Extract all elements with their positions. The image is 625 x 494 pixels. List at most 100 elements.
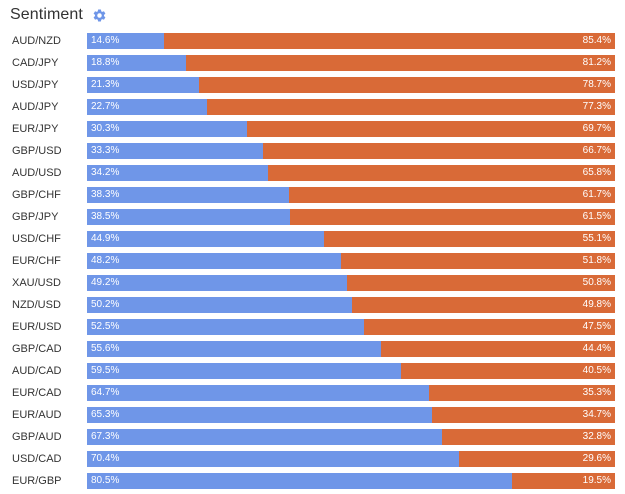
long-segment: 59.5% (87, 363, 402, 379)
pair-label: AUD/USD (12, 167, 62, 179)
sentiment-row[interactable]: AUD/JPY 22.7% 77.3% (0, 96, 625, 118)
short-segment: 35.3% (428, 385, 615, 401)
long-percent-label: 65.3% (91, 409, 120, 420)
sentiment-bar: 65.3% 34.7% (87, 407, 615, 423)
pair-label: XAU/USD (12, 277, 61, 289)
long-percent-label: 18.8% (91, 57, 120, 68)
long-segment: 80.5% (87, 473, 513, 489)
sentiment-row[interactable]: GBP/AUD 67.3% 32.8% (0, 426, 625, 448)
sentiment-bar: 34.2% 65.8% (87, 165, 615, 181)
pair-label: AUD/JPY (12, 101, 59, 113)
sentiment-row[interactable]: GBP/CHF 38.3% 61.7% (0, 184, 625, 206)
short-percent-label: 77.3% (582, 101, 611, 112)
pair-label: EUR/JPY (12, 123, 59, 135)
sentiment-row[interactable]: EUR/CHF 48.2% 51.8% (0, 250, 625, 272)
long-percent-label: 22.7% (91, 101, 120, 112)
long-percent-label: 49.2% (91, 277, 120, 288)
long-percent-label: 30.3% (91, 123, 120, 134)
sentiment-row[interactable]: GBP/JPY 38.5% 61.5% (0, 206, 625, 228)
gear-icon[interactable] (92, 7, 108, 23)
long-segment: 34.2% (87, 165, 268, 181)
pair-label: EUR/AUD (12, 409, 62, 421)
sentiment-header: Sentiment (10, 3, 108, 27)
long-percent-label: 21.3% (91, 79, 120, 90)
long-segment: 38.5% (87, 209, 291, 225)
long-segment: 48.2% (87, 253, 342, 269)
short-segment: 47.5% (364, 319, 615, 335)
sentiment-row[interactable]: NZD/USD 50.2% 49.8% (0, 294, 625, 316)
long-segment: 55.6% (87, 341, 381, 357)
pair-label: GBP/JPY (12, 211, 59, 223)
sentiment-row[interactable]: AUD/CAD 59.5% 40.5% (0, 360, 625, 382)
long-segment: 67.3% (87, 429, 442, 445)
short-percent-label: 50.8% (582, 277, 611, 288)
short-percent-label: 35.3% (582, 387, 611, 398)
short-percent-label: 19.5% (582, 475, 611, 486)
long-percent-label: 64.7% (91, 387, 120, 398)
short-segment: 69.7% (246, 121, 615, 137)
sentiment-row[interactable]: AUD/USD 34.2% 65.8% (0, 162, 625, 184)
long-percent-label: 48.2% (91, 255, 120, 266)
sentiment-row[interactable]: GBP/CAD 55.6% 44.4% (0, 338, 625, 360)
short-percent-label: 51.8% (582, 255, 611, 266)
sentiment-row[interactable]: USD/CHF 44.9% 55.1% (0, 228, 625, 250)
short-segment: 66.7% (262, 143, 615, 159)
sentiment-row[interactable]: EUR/USD 52.5% 47.5% (0, 316, 625, 338)
long-percent-label: 38.3% (91, 189, 120, 200)
short-percent-label: 78.7% (582, 79, 611, 90)
sentiment-row[interactable]: EUR/CAD 64.7% 35.3% (0, 382, 625, 404)
long-percent-label: 34.2% (91, 167, 120, 178)
short-percent-label: 65.8% (582, 167, 611, 178)
sentiment-bar: 38.3% 61.7% (87, 187, 615, 203)
sentiment-bar: 55.6% 44.4% (87, 341, 615, 357)
pair-label: GBP/AUD (12, 431, 62, 443)
long-percent-label: 55.6% (91, 343, 120, 354)
short-segment: 49.8% (352, 297, 615, 313)
long-percent-label: 67.3% (91, 431, 120, 442)
short-percent-label: 61.7% (582, 189, 611, 200)
short-segment: 81.2% (186, 55, 615, 71)
pair-label: CAD/JPY (12, 57, 59, 69)
short-segment: 55.1% (324, 231, 615, 247)
sentiment-bar: 67.3% 32.8% (87, 429, 615, 445)
short-segment: 50.8% (346, 275, 615, 291)
sentiment-row[interactable]: EUR/AUD 65.3% 34.7% (0, 404, 625, 426)
long-percent-label: 52.5% (91, 321, 120, 332)
short-segment: 78.7% (199, 77, 615, 93)
short-segment: 32.8% (441, 429, 615, 445)
long-percent-label: 44.9% (91, 233, 120, 244)
long-segment: 30.3% (87, 121, 247, 137)
long-segment: 52.5% (87, 319, 365, 335)
sentiment-row[interactable]: AUD/NZD 14.6% 85.4% (0, 30, 625, 52)
short-segment: 65.8% (267, 165, 615, 181)
short-segment: 77.3% (206, 99, 615, 115)
sentiment-bar: 44.9% 55.1% (87, 231, 615, 247)
long-segment: 65.3% (87, 407, 432, 423)
long-segment: 33.3% (87, 143, 263, 159)
pair-label: USD/CHF (12, 233, 61, 245)
long-percent-label: 50.2% (91, 299, 120, 310)
sentiment-bar: 59.5% 40.5% (87, 363, 615, 379)
long-segment: 50.2% (87, 297, 353, 313)
sentiment-row[interactable]: USD/CAD 70.4% 29.6% (0, 448, 625, 470)
long-segment: 70.4% (87, 451, 459, 467)
sentiment-bar: 64.7% 35.3% (87, 385, 615, 401)
sentiment-row[interactable]: EUR/JPY 30.3% 69.7% (0, 118, 625, 140)
sentiment-bar: 70.4% 29.6% (87, 451, 615, 467)
sentiment-bar: 49.2% 50.8% (87, 275, 615, 291)
long-segment: 18.8% (87, 55, 187, 71)
short-segment: 61.5% (290, 209, 615, 225)
sentiment-row[interactable]: EUR/GBP 80.5% 19.5% (0, 470, 625, 492)
sentiment-row[interactable]: USD/JPY 21.3% 78.7% (0, 74, 625, 96)
short-percent-label: 69.7% (582, 123, 611, 134)
long-percent-label: 80.5% (91, 475, 120, 486)
pair-label: GBP/USD (12, 145, 62, 157)
sentiment-bar: 33.3% 66.7% (87, 143, 615, 159)
pair-label: EUR/GBP (12, 475, 62, 487)
short-segment: 40.5% (401, 363, 615, 379)
pair-label: GBP/CAD (12, 343, 62, 355)
sentiment-row[interactable]: CAD/JPY 18.8% 81.2% (0, 52, 625, 74)
sentiment-row[interactable]: XAU/USD 49.2% 50.8% (0, 272, 625, 294)
sentiment-bar: 52.5% 47.5% (87, 319, 615, 335)
sentiment-row[interactable]: GBP/USD 33.3% 66.7% (0, 140, 625, 162)
